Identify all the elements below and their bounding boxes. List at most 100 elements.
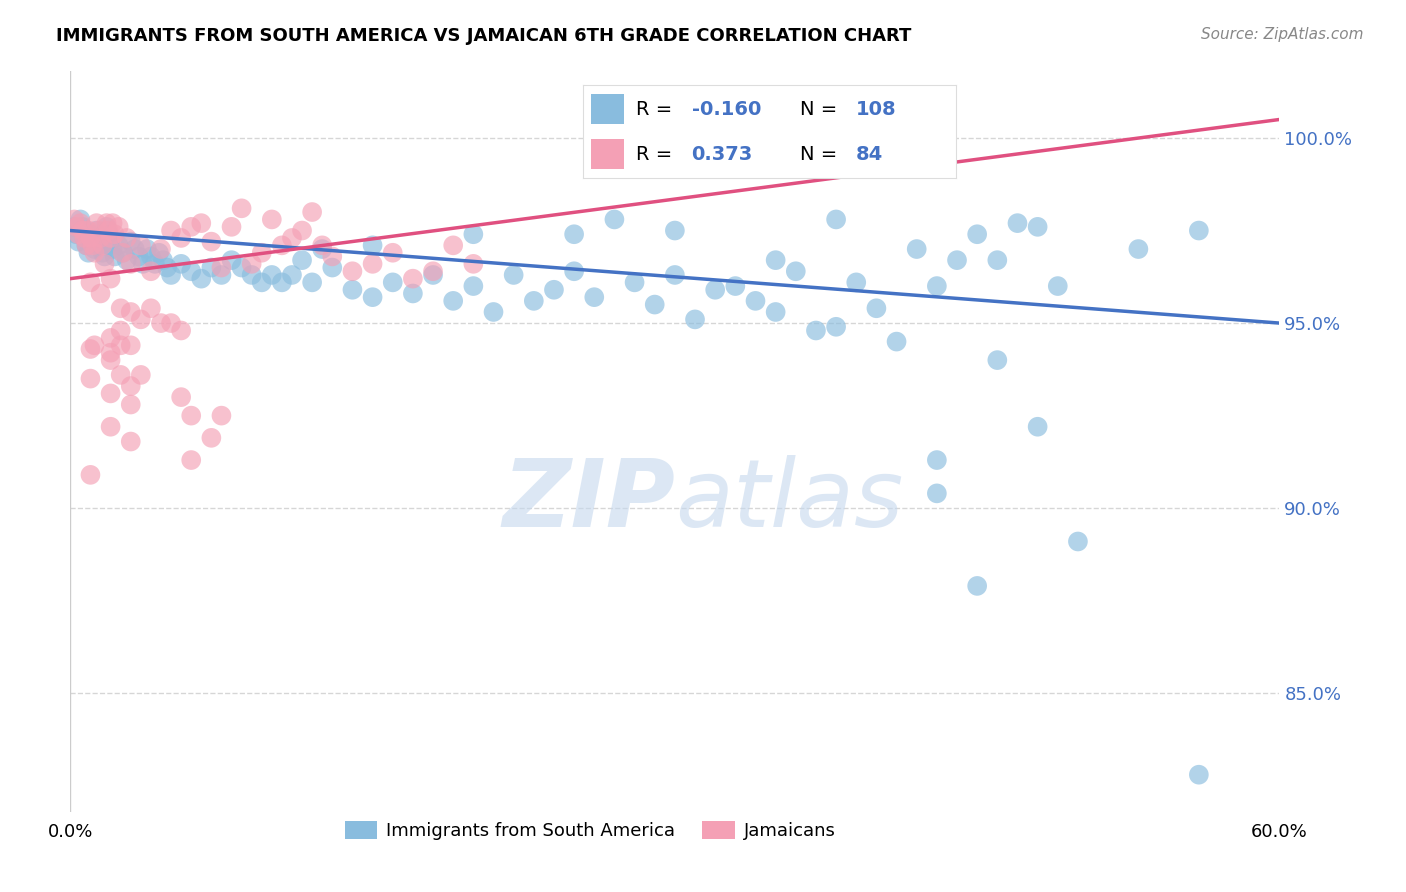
Point — [143, 257, 166, 271]
Point — [211, 268, 233, 282]
Point — [111, 245, 134, 260]
Point — [160, 223, 183, 237]
Text: Source: ZipAtlas.com: Source: ZipAtlas.com — [1201, 27, 1364, 42]
Point — [381, 245, 404, 260]
Point — [77, 245, 100, 260]
Point — [1007, 216, 1029, 230]
Point — [865, 301, 887, 316]
Point — [65, 227, 87, 242]
Point — [120, 379, 142, 393]
Point — [441, 238, 464, 252]
Point — [744, 293, 766, 308]
Point — [82, 235, 104, 249]
Point — [132, 257, 155, 271]
Point — [986, 253, 1008, 268]
Point — [270, 238, 294, 252]
Point — [281, 268, 304, 282]
Point — [211, 409, 233, 423]
Point — [65, 219, 87, 234]
Point — [180, 264, 202, 278]
Point — [170, 257, 193, 271]
Point — [463, 257, 485, 271]
Point — [83, 338, 105, 352]
Point — [97, 227, 120, 242]
Point — [90, 231, 111, 245]
Point — [301, 205, 323, 219]
Point — [825, 212, 848, 227]
Point — [128, 249, 150, 263]
Point — [1128, 242, 1150, 256]
Point — [1026, 219, 1049, 234]
Point — [124, 242, 146, 256]
Point — [129, 238, 152, 252]
Text: ZIP: ZIP — [502, 455, 675, 547]
Point — [664, 223, 686, 237]
Text: R =: R = — [636, 145, 672, 163]
Point — [72, 219, 94, 234]
Point — [110, 338, 132, 352]
Point — [402, 271, 425, 285]
Point — [422, 268, 444, 282]
Point — [250, 276, 273, 290]
Point — [260, 268, 283, 282]
Point — [91, 238, 114, 252]
Point — [361, 290, 384, 304]
Point — [63, 219, 86, 234]
Point — [925, 453, 948, 467]
Point — [101, 216, 124, 230]
Point — [86, 216, 108, 230]
Point — [321, 249, 343, 263]
Point — [160, 316, 183, 330]
Point — [200, 260, 222, 275]
Point — [180, 453, 202, 467]
Point — [75, 238, 97, 252]
Point — [231, 260, 253, 275]
Point — [966, 579, 988, 593]
Point — [281, 231, 304, 245]
Point — [240, 257, 263, 271]
Point — [120, 434, 142, 449]
Point — [100, 231, 122, 245]
Point — [135, 242, 157, 256]
Point — [69, 216, 91, 230]
Text: -0.160: -0.160 — [692, 100, 761, 119]
Point — [100, 271, 122, 285]
Point — [664, 268, 686, 282]
Point — [463, 227, 485, 242]
Point — [1188, 223, 1211, 237]
Point — [120, 397, 142, 411]
Point — [107, 219, 129, 234]
Point — [190, 216, 212, 230]
Point — [381, 276, 404, 290]
Point — [291, 223, 314, 237]
Point — [311, 238, 333, 252]
Point — [100, 345, 122, 359]
Point — [79, 227, 101, 242]
Point — [93, 257, 115, 271]
Bar — [591, 139, 624, 169]
Point — [502, 268, 524, 282]
Point — [342, 264, 364, 278]
Point — [925, 279, 948, 293]
Text: 108: 108 — [855, 100, 896, 119]
Point — [115, 253, 138, 268]
Point — [200, 431, 222, 445]
Point — [139, 264, 162, 278]
Point — [402, 286, 425, 301]
Point — [603, 212, 626, 227]
Point — [67, 235, 90, 249]
Point — [1046, 279, 1069, 293]
Point — [120, 257, 142, 271]
Point — [463, 279, 485, 293]
Point — [90, 286, 111, 301]
Point — [180, 409, 202, 423]
Point — [311, 242, 333, 256]
Point — [79, 371, 101, 385]
Point — [87, 223, 110, 237]
Point — [523, 293, 546, 308]
Point — [104, 249, 127, 263]
Point — [543, 283, 565, 297]
Text: 0.373: 0.373 — [692, 145, 752, 163]
Point — [100, 353, 122, 368]
Text: IMMIGRANTS FROM SOUTH AMERICA VS JAMAICAN 6TH GRADE CORRELATION CHART: IMMIGRANTS FROM SOUTH AMERICA VS JAMAICA… — [56, 27, 911, 45]
